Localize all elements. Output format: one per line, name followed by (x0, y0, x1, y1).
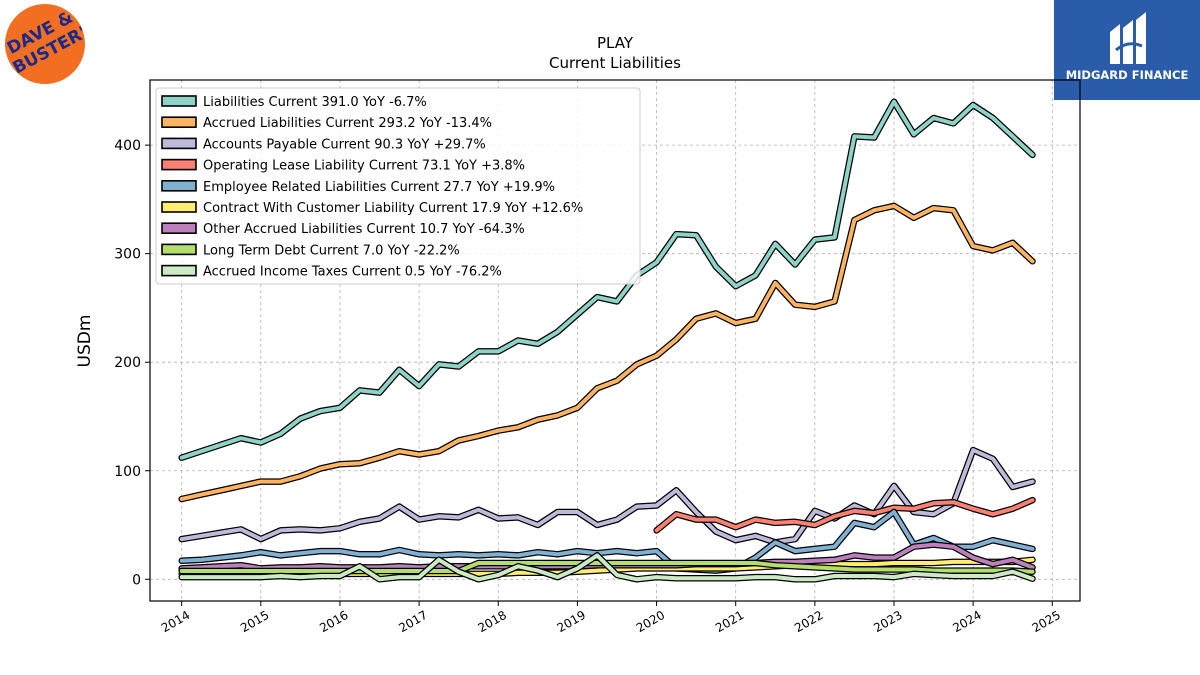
series-line (654, 498, 1035, 533)
chart-subtitle: Current Liabilities (549, 54, 681, 72)
x-tick-label: 2019 (555, 608, 588, 635)
y-tick-label: 0 (132, 572, 141, 588)
x-tick-label: 2018 (476, 608, 509, 635)
x-tick-label: 2024 (950, 608, 983, 635)
x-tick-label: 2021 (713, 608, 746, 635)
legend-entry: Accrued Income Taxes Current 0.5 YoY -76… (203, 265, 502, 280)
x-tick-label: 2020 (634, 608, 667, 635)
x-tick-label: 2016 (317, 608, 350, 635)
legend-swatch (161, 201, 197, 213)
y-tick-label: 100 (114, 464, 141, 480)
legend-swatch (161, 243, 197, 256)
series-line (179, 553, 1035, 582)
legend-swatch (161, 95, 197, 107)
x-tick-label: 2015 (238, 608, 271, 635)
legend-swatch (161, 180, 197, 192)
legend-entry: Contract With Customer Liability Current… (203, 201, 583, 216)
legend-swatch (161, 158, 197, 171)
x-tick-label: 2023 (871, 608, 904, 635)
legend-swatch (161, 264, 197, 277)
y-tick-label: 300 (114, 247, 141, 263)
legend-box (155, 87, 641, 285)
legend-entry: Liabilities Current 391.0 YoY -6.7% (203, 95, 427, 110)
legend-entry: Accrued Liabilities Current 293.2 YoY -1… (203, 116, 492, 131)
legend-entry: Employee Related Liabilities Current 27.… (203, 180, 555, 195)
legend-entry: Long Term Debt Current 7.0 YoY -22.2% (203, 243, 460, 258)
series-line (179, 448, 1035, 545)
legend-entry: Other Accrued Liabilities Current 10.7 Y… (203, 222, 525, 237)
midgard-finance-logo: MIDGARD FINANCE (1054, 0, 1200, 100)
legend-swatch (161, 137, 197, 150)
series-line (179, 99, 1035, 460)
legend: Liabilities Current 391.0 YoY -6.7% Accru… (155, 87, 641, 285)
chart-title: PLAY (597, 34, 634, 52)
legend-swatch (161, 116, 197, 128)
x-tick-label: 2017 (396, 608, 429, 635)
legend-entry: Operating Lease Liability Current 73.1 Y… (203, 159, 525, 174)
y-axis-label: USDm (75, 315, 95, 368)
y-tick-label: 200 (114, 355, 141, 371)
x-tick-label: 2025 (1030, 608, 1063, 635)
plot-frame (149, 79, 1081, 602)
midgard-finance-name: MIDGARD FINANCE (1065, 68, 1189, 82)
legend-swatch (161, 222, 197, 234)
x-tick-label: 2014 (159, 608, 192, 635)
y-tick-label: 400 (114, 138, 141, 154)
x-tick-label: 2022 (792, 608, 825, 635)
series-lines (178, 98, 1036, 583)
dave-and-busters-logo: DAVE & BUSTER'S (5, 4, 85, 84)
series-line (179, 203, 1035, 501)
midgard-mark-icon (1110, 12, 1146, 64)
legend-entry: Accounts Payable Current 90.3 YoY +29.7% (203, 137, 486, 152)
series-line (179, 510, 1035, 573)
